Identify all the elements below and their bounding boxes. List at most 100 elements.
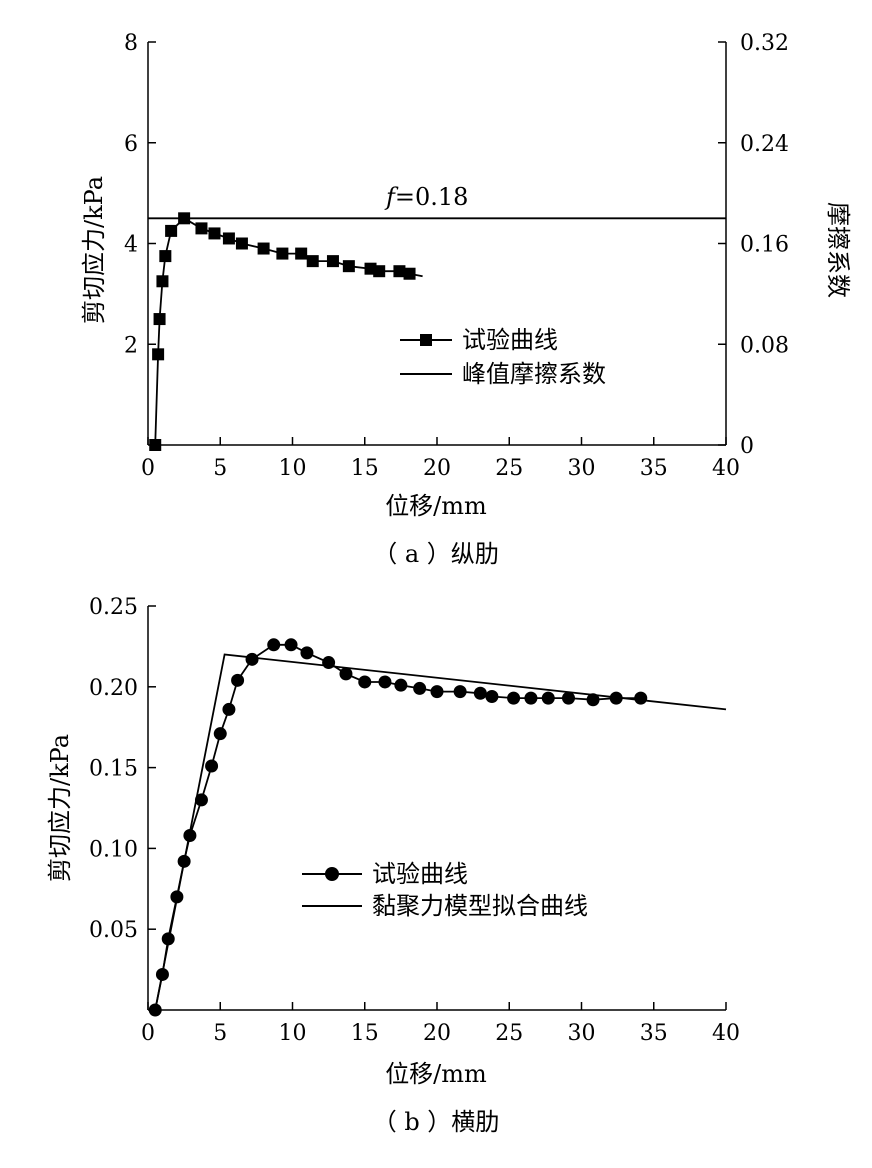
b-data-point	[194, 793, 208, 807]
a-y2-tick-label: 0	[740, 434, 754, 459]
b-series-line-1-line	[154, 653, 727, 1011]
chart-a-legend-label-peak: 峰值摩擦系数	[462, 360, 606, 388]
b-data-point	[205, 759, 219, 773]
a-data-point	[153, 313, 166, 326]
b-y-tick-label: 0.05	[89, 918, 138, 943]
chart-a-caption: （ a ）纵肋	[373, 540, 499, 568]
a-data-point	[326, 255, 339, 268]
b-y-tick-label: 0.10	[89, 837, 138, 862]
a-x-tick-label: 10	[279, 456, 307, 481]
a-data-point	[165, 224, 178, 237]
b-data-point	[300, 646, 314, 660]
b-data-point	[586, 693, 600, 707]
a-y-tick-label: 4	[124, 233, 138, 258]
a-x-tick-label: 35	[640, 456, 668, 481]
chart-a-annotation: f=0.18	[384, 183, 468, 211]
a-data-point	[156, 275, 169, 288]
a-y-tick-label: 6	[124, 132, 138, 157]
chart-b-series	[148, 638, 727, 1017]
a-data-point	[159, 250, 172, 263]
b-data-point	[284, 638, 298, 652]
b-data-point	[524, 691, 538, 705]
chart-a-legend: 试验曲线 峰值摩擦系数	[400, 326, 606, 388]
b-data-point	[267, 638, 281, 652]
a-y2-tick-label: 0.08	[740, 333, 789, 358]
b-x-tick-label: 20	[423, 1021, 451, 1046]
b-x-tick-label: 35	[640, 1021, 668, 1046]
chart-a-series	[148, 212, 726, 451]
b-data-point	[485, 689, 499, 703]
b-data-point	[394, 678, 408, 692]
a-data-point	[257, 242, 270, 255]
chart-a-legend-label-test: 试验曲线	[462, 326, 558, 354]
a-data-point	[195, 222, 208, 235]
a-x-tick-label: 0	[141, 456, 155, 481]
chart-b: 0 5 10 15 20 25 30 35 40 0.05 0.10 0.15 0.20 0.25 剪切应…	[46, 595, 740, 1136]
b-x-tick-label: 0	[141, 1021, 155, 1046]
chart-b-x-axis-label: 位移/mm	[385, 1060, 487, 1088]
b-data-point	[430, 685, 444, 699]
a-data-point	[393, 265, 406, 278]
b-x-tick-label: 30	[568, 1021, 596, 1046]
b-data-point	[473, 686, 487, 700]
chart-b-legend-label-test: 试验曲线	[372, 860, 468, 888]
b-y-tick-label: 0.20	[89, 676, 138, 701]
a-y-tick-label: 8	[124, 31, 138, 56]
b-data-point	[541, 691, 555, 705]
a-data-point	[295, 247, 308, 260]
b-data-point	[339, 667, 353, 681]
chart-a-x-axis-label: 位移/mm	[385, 492, 487, 520]
b-data-point	[245, 652, 259, 666]
b-x-tick-label: 40	[712, 1021, 740, 1046]
b-data-point	[378, 675, 392, 689]
chart-a-tick-labels: 0 5 10 15 20 25 30 35 40 2 4 6 8 0 0.08 0.16 0.24 0.32	[124, 31, 789, 481]
chart-b-y-axis-label: 剪切应力/kPa	[46, 734, 74, 882]
chart-a-y-axis-label: 剪切应力/kPa	[80, 176, 108, 324]
chart-b-legend-label-fit: 黏聚力模型拟合曲线	[372, 892, 588, 920]
b-data-point	[413, 681, 427, 695]
a-y2-tick-label: 0.16	[740, 233, 789, 258]
a-x-tick-label: 15	[351, 456, 379, 481]
chart-b-tick-labels: 0 5 10 15 20 25 30 35 40 0.05 0.10 0.15 0.20 0.25	[89, 595, 740, 1046]
b-x-tick-label: 15	[351, 1021, 379, 1046]
a-data-point	[306, 255, 319, 268]
b-x-tick-label: 5	[213, 1021, 227, 1046]
a-x-tick-label: 30	[568, 456, 596, 481]
a-data-point	[235, 237, 248, 250]
b-data-point	[231, 673, 245, 687]
chart-a-legend-marker-test	[420, 334, 432, 346]
a-y2-tick-label: 0.24	[740, 132, 789, 157]
a-data-point	[403, 267, 416, 280]
a-x-tick-label: 40	[712, 456, 740, 481]
b-data-point	[358, 675, 372, 689]
a-data-point	[208, 227, 221, 240]
a-data-point	[149, 439, 162, 451]
a-x-tick-label: 20	[423, 456, 451, 481]
a-data-point	[152, 348, 165, 361]
chart-b-legend: 试验曲线 黏聚力模型拟合曲线	[302, 860, 588, 920]
b-data-point	[222, 702, 236, 716]
b-x-tick-label: 10	[279, 1021, 307, 1046]
chart-a-axes	[147, 41, 727, 446]
chart-a-y2-axis-label: 摩擦系数	[824, 202, 852, 298]
b-data-point	[213, 727, 227, 741]
chart-b-legend-marker-test	[325, 867, 339, 881]
b-data-point	[561, 691, 575, 705]
b-x-tick-label: 25	[495, 1021, 523, 1046]
chart-b-caption: （ b ）横肋	[373, 1108, 500, 1136]
b-data-point	[453, 685, 467, 699]
a-data-point	[222, 232, 235, 245]
b-data-point	[507, 691, 521, 705]
a-y2-tick-label: 0.32	[740, 31, 789, 56]
b-y-tick-label: 0.15	[89, 757, 138, 782]
chart-b-axes	[147, 605, 727, 1011]
b-data-point	[634, 691, 648, 705]
a-x-tick-label: 5	[213, 456, 227, 481]
a-x-tick-label: 25	[495, 456, 523, 481]
a-data-point	[342, 260, 355, 273]
b-y-tick-label: 0.25	[89, 595, 138, 620]
a-data-point	[276, 247, 289, 260]
a-y-tick-label: 2	[124, 333, 138, 358]
chart-a: 0 5 10 15 20 25 30 35 40 2 4 6 8 0 0.08 0.16 0.24 0.32 剪切…	[80, 31, 852, 568]
